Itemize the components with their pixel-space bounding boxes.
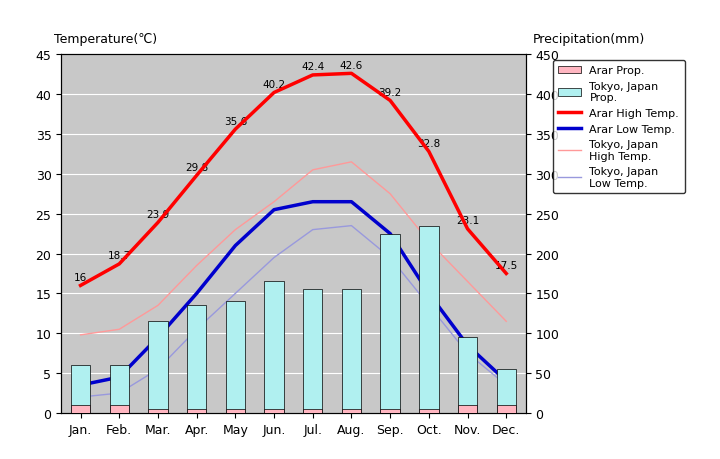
Bar	[187, 409, 207, 413]
Bar	[419, 409, 438, 413]
Bar	[342, 409, 361, 413]
Text: 18.7: 18.7	[107, 251, 131, 261]
Bar	[303, 290, 323, 413]
Bar	[264, 409, 284, 413]
Bar	[458, 337, 477, 413]
Text: 42.6: 42.6	[340, 61, 363, 71]
Bar	[109, 405, 129, 413]
Legend: Arar Prop., Tokyo, Japan
Prop., Arar High Temp., Arar Low Temp., Tokyo, Japan
Hi: Arar Prop., Tokyo, Japan Prop., Arar Hig…	[553, 61, 685, 194]
Bar	[419, 226, 438, 413]
Bar	[497, 369, 516, 413]
Bar	[71, 405, 90, 413]
Text: Temperature(℃): Temperature(℃)	[54, 33, 157, 46]
Bar	[458, 405, 477, 413]
Bar	[264, 282, 284, 413]
Text: 29.8: 29.8	[185, 162, 208, 173]
Text: 39.2: 39.2	[379, 88, 402, 98]
Bar	[148, 322, 168, 413]
Text: 23.9: 23.9	[146, 209, 170, 219]
Bar	[380, 234, 400, 413]
Text: 32.8: 32.8	[417, 139, 441, 149]
Bar	[380, 409, 400, 413]
Bar	[303, 409, 323, 413]
Bar	[342, 290, 361, 413]
Bar	[109, 365, 129, 413]
Text: 40.2: 40.2	[263, 80, 286, 90]
Bar	[225, 302, 245, 413]
Bar	[187, 306, 207, 413]
Bar	[225, 409, 245, 413]
Text: 23.1: 23.1	[456, 216, 480, 226]
Bar	[71, 365, 90, 413]
Bar	[497, 405, 516, 413]
Text: 17.5: 17.5	[495, 260, 518, 270]
Text: 16: 16	[74, 272, 87, 282]
Text: 35.6: 35.6	[224, 116, 247, 126]
Text: Precipitation(mm): Precipitation(mm)	[533, 33, 645, 46]
Text: 42.4: 42.4	[301, 62, 325, 72]
Bar	[148, 409, 168, 413]
